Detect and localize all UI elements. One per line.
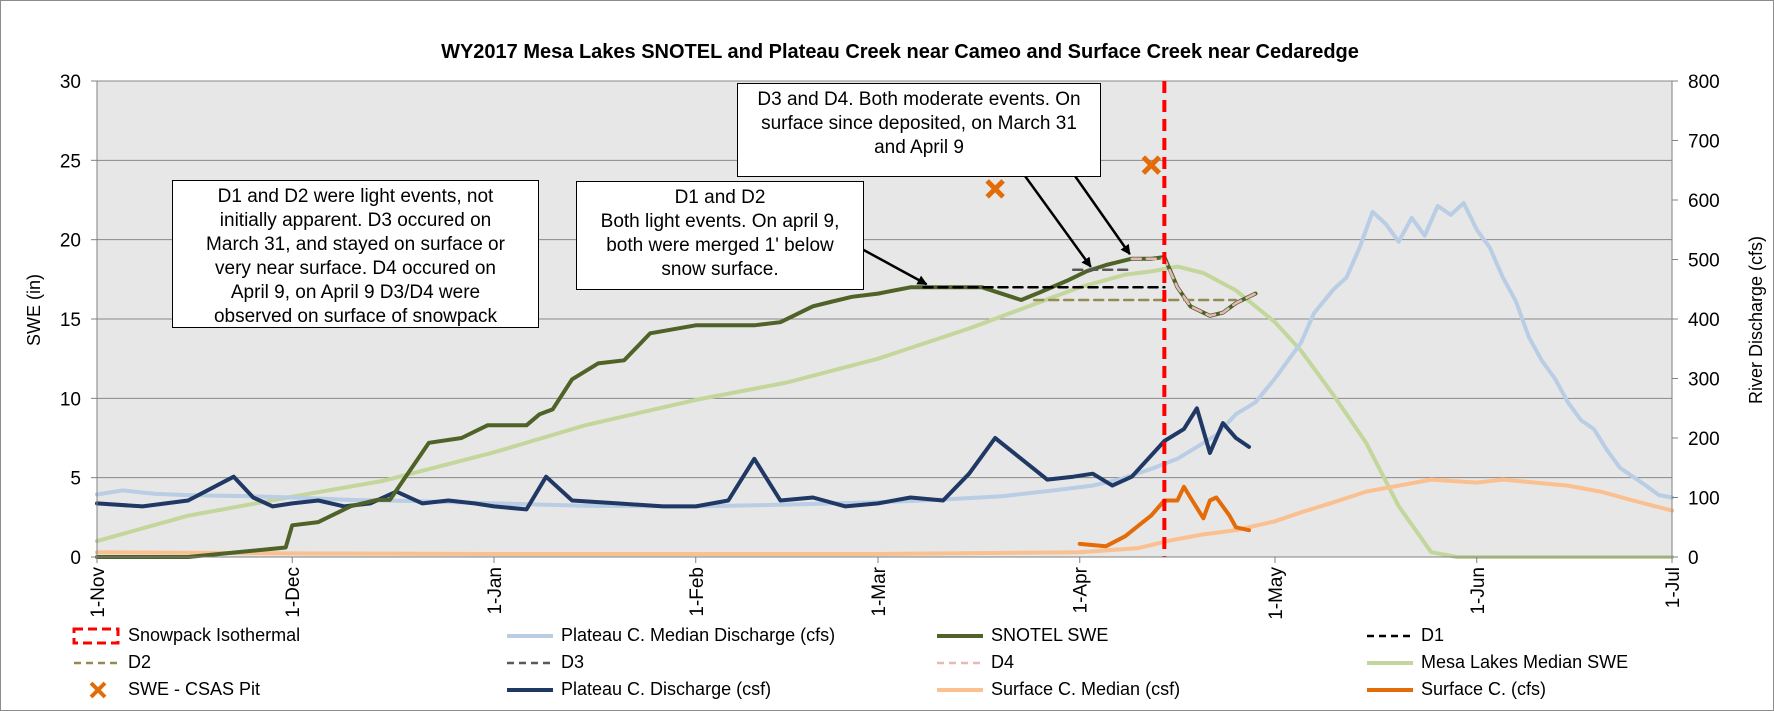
y2-tick-label: 400	[1688, 310, 1720, 331]
legend-label: Snowpack Isothermal	[128, 625, 301, 645]
legend-swatch	[1365, 653, 1415, 673]
series-surface-c-cfs	[1077, 484, 1251, 549]
y2-axis-label: River Discharge (cfs)	[1746, 236, 1766, 404]
legend-label: D4	[991, 652, 1015, 672]
y2-tick-label: 300	[1688, 370, 1720, 391]
legend-label: Plateau C. Median Discharge (cfs)	[561, 625, 836, 645]
legend-swatch	[935, 680, 985, 700]
x-tick-label: 1-Feb	[687, 567, 708, 617]
marker-stroke	[1141, 155, 1162, 175]
series-d4	[1130, 257, 1257, 318]
y-axis-label: SWE (in)	[24, 274, 44, 346]
y2-tick-label: 200	[1688, 429, 1720, 450]
legend-swatch	[72, 680, 122, 700]
y2-tick-label: 800	[1688, 72, 1720, 93]
legend-label: D3	[561, 652, 585, 672]
legend-item: Snowpack Isothermal	[72, 622, 300, 649]
y2-tick-label: 500	[1688, 251, 1720, 272]
x-tick-label: 1-Jul	[1663, 567, 1684, 608]
legend-swatch	[72, 626, 122, 646]
legend-item: D1	[1365, 622, 1444, 649]
annotation-box-3: D3 and D4. Both moderate events. On surf…	[737, 83, 1101, 177]
y2-tick-label: 100	[1688, 489, 1720, 510]
arrow-d3-d4	[1073, 175, 1131, 255]
series-plateau-c-median-discharge-cfs	[95, 201, 1674, 509]
legend-swatch	[505, 626, 555, 646]
legend-item: SNOTEL SWE	[935, 622, 1108, 649]
y-tick-label: 5	[70, 469, 81, 490]
series-mesa-lakes-median-swe	[95, 264, 1674, 559]
y2-tick-label: 700	[1688, 132, 1720, 153]
annotation-arrows	[859, 175, 1131, 286]
legend-swatch	[72, 653, 122, 673]
arrow-d1-d2	[859, 246, 928, 286]
x-tick-label: 1-Jun	[1468, 567, 1489, 615]
x-tick-label: 1-Dec	[283, 567, 304, 618]
x-tick-label: 1-May	[1266, 567, 1287, 620]
legend-item: SWE - CSAS Pit	[72, 676, 260, 703]
legend-swatch	[505, 680, 555, 700]
x-tick-label: 1-Jan	[485, 567, 506, 615]
legend-label: Surface C. Median (csf)	[991, 679, 1181, 699]
x-tick-label: 1-Mar	[869, 566, 890, 616]
x-tick-label: 1-Nov	[88, 567, 109, 618]
marker-stroke	[985, 179, 1005, 199]
y-tick-label: 15	[60, 310, 81, 331]
legend-label: Surface C. (cfs)	[1421, 679, 1547, 699]
legend-label: Plateau C. Discharge (csf)	[561, 679, 772, 699]
legend-item: Mesa Lakes Median SWE	[1365, 649, 1628, 676]
legend-label: SWE - CSAS Pit	[128, 679, 261, 699]
y-tick-label: 20	[60, 231, 81, 252]
series-plateau-c-discharge-csf	[95, 406, 1251, 512]
legend-label: D2	[128, 652, 152, 672]
annotation-box-1: D1 and D2 were light events, not initial…	[172, 180, 539, 328]
series-surface-c-median-csf	[95, 477, 1674, 556]
arrow-d3-d4	[1023, 175, 1092, 268]
swatch-x	[89, 681, 107, 698]
legend-item: Plateau C. Median Discharge (cfs)	[505, 622, 835, 649]
legend-item: D3	[505, 649, 584, 676]
axes: 05101520253001002003004005006007008001-N…	[60, 72, 1720, 620]
series-layer	[95, 81, 1674, 559]
y2-tick-label: 600	[1688, 191, 1720, 212]
y2-tick-label: 0	[1688, 548, 1699, 569]
legend-label: D1	[1421, 625, 1445, 645]
legend-item: Surface C. Median (csf)	[935, 676, 1180, 703]
legend-item: Surface C. (cfs)	[1365, 676, 1546, 703]
y-tick-label: 25	[60, 151, 81, 172]
legend-swatch	[1365, 626, 1415, 646]
legend: Snowpack Isothermal Plateau C. Median Dis…	[0, 622, 1774, 706]
csas-pit-marker	[985, 179, 1005, 199]
legend-swatch	[1365, 680, 1415, 700]
legend-swatch	[935, 653, 985, 673]
swatch-rect	[72, 627, 120, 644]
legend-item: D2	[72, 649, 151, 676]
y-tick-label: 30	[60, 72, 81, 93]
y-tick-label: 10	[60, 389, 81, 410]
chart-title: WY2017 Mesa Lakes SNOTEL and Plateau Cre…	[441, 41, 1359, 63]
legend-item: D4	[935, 649, 1014, 676]
legend-item: Plateau C. Discharge (csf)	[505, 676, 771, 703]
csas-pit-marker	[1141, 155, 1162, 175]
x-tick-label: 1-Apr	[1071, 566, 1092, 613]
y-tick-label: 0	[70, 548, 81, 569]
legend-label: Mesa Lakes Median SWE	[1421, 652, 1629, 672]
legend-label: SNOTEL SWE	[991, 625, 1109, 645]
legend-swatch	[935, 626, 985, 646]
legend-swatch	[505, 653, 555, 673]
annotation-box-2: D1 and D2 Both light events. On april 9,…	[576, 181, 864, 290]
